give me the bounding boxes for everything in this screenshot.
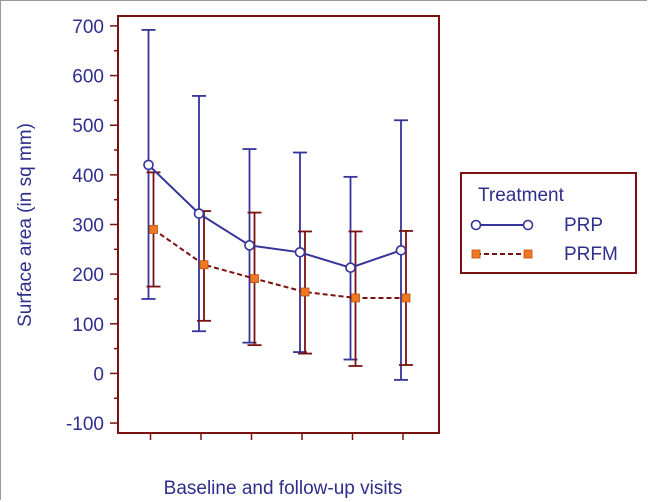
prp-point (143, 159, 154, 171)
y-tick-label: 300 (72, 216, 104, 237)
prp-point (395, 245, 407, 256)
prfm-point (149, 225, 158, 234)
legend-prfm-marker-right (523, 249, 533, 259)
y-tick-label: 500 (72, 116, 104, 137)
plot-frame (117, 15, 440, 434)
y-tick-label: 100 (72, 315, 104, 336)
y-axis-title: Surface area (in sq mm) (15, 123, 36, 327)
prfm-point (351, 293, 360, 303)
legend: Treatment PRP PRFM (460, 172, 637, 274)
legend-box (460, 172, 637, 274)
y-tick-label: 600 (72, 67, 104, 88)
prfm-point (300, 287, 310, 297)
y-tick-label: 200 (72, 265, 104, 286)
x-axis-title: Baseline and follow-up visits (164, 478, 403, 499)
legend-title: Treatment (478, 185, 565, 206)
prfm-point (401, 293, 411, 303)
prfm-point (250, 274, 259, 284)
prfm-series-line (152, 228, 406, 299)
prp-point (294, 247, 306, 258)
prp-series-line (147, 164, 402, 269)
prp-point (244, 240, 255, 251)
legend-prp-marker-left (470, 219, 482, 231)
y-tick-label: -100 (66, 414, 104, 435)
legend-prp-label: PRP (564, 215, 603, 236)
prp-point (193, 208, 205, 219)
legend-prfm-marker-left (471, 249, 481, 259)
prp-point (345, 262, 356, 273)
prfm-point (199, 260, 209, 270)
legend-prfm-label: PRFM (564, 244, 618, 265)
legend-prp-marker-right (522, 219, 534, 231)
y-tick-label: 400 (72, 166, 104, 187)
y-tick-label: 700 (72, 17, 104, 38)
y-tick-label: 0 (93, 364, 104, 385)
